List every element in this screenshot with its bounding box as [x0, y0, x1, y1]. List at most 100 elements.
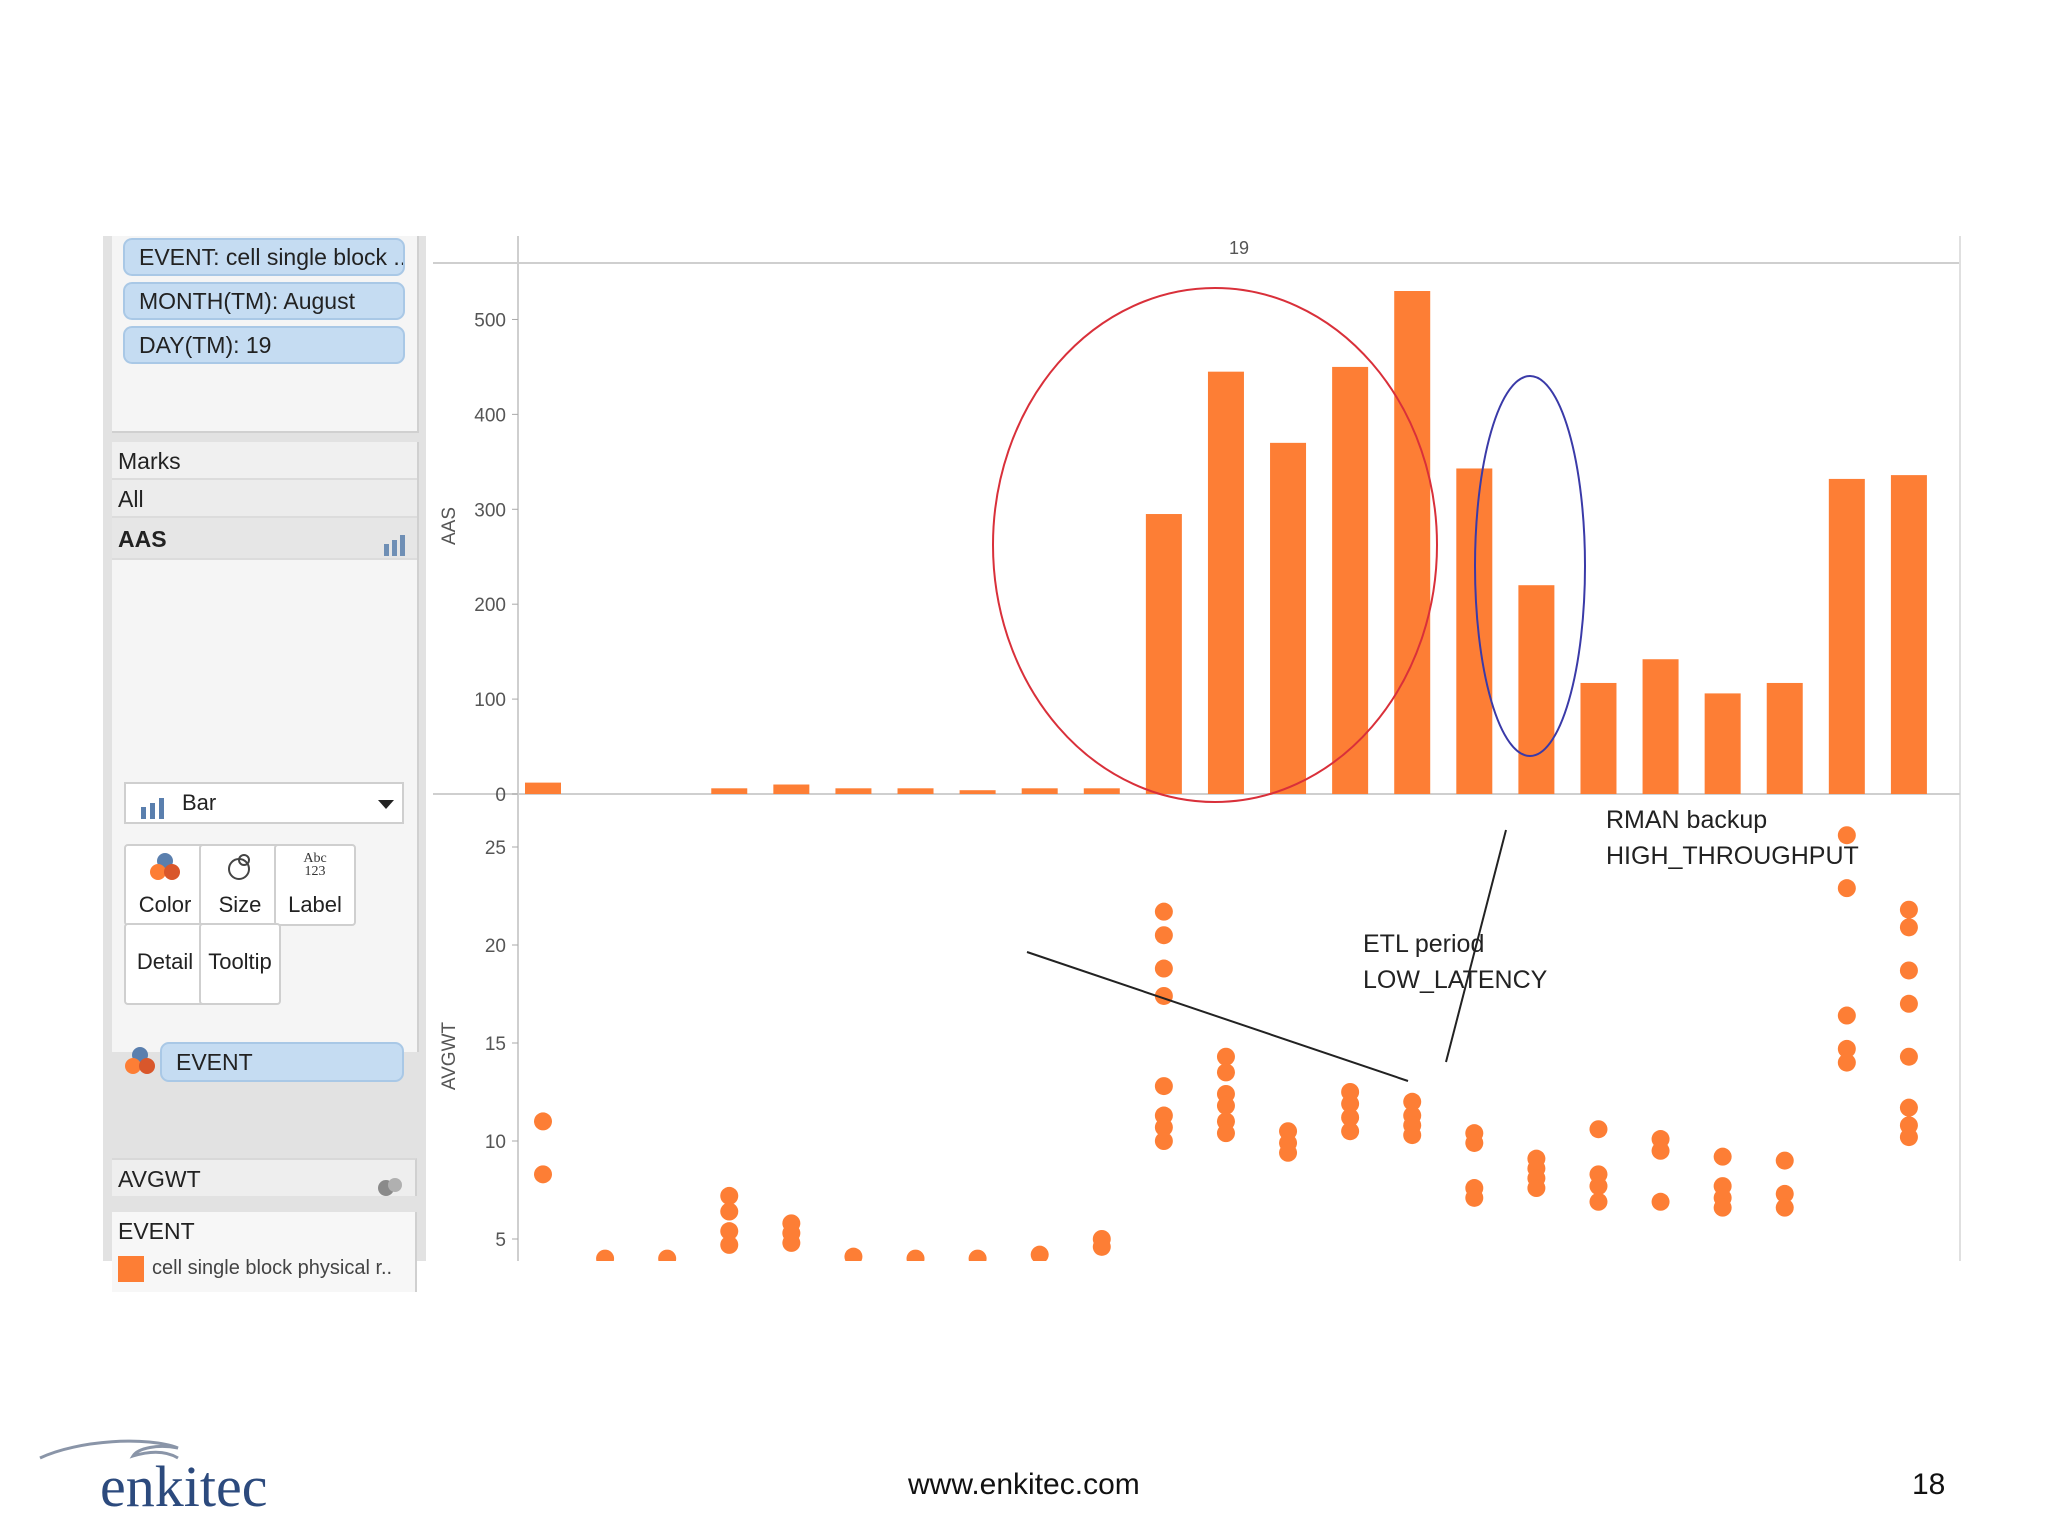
- avgwt-point[interactable]: [1154, 902, 1173, 921]
- avgwt-point[interactable]: [534, 1165, 552, 1184]
- avgwt-point[interactable]: [534, 1112, 552, 1131]
- avgwt-point[interactable]: [1527, 1179, 1546, 1198]
- detail-button[interactable]: Detail: [124, 923, 206, 1005]
- aas-bar[interactable]: [1456, 468, 1493, 794]
- avgwt-point[interactable]: [1899, 1128, 1918, 1147]
- avgwt-point[interactable]: [1837, 1039, 1856, 1058]
- aas-bar[interactable]: [1021, 788, 1058, 794]
- avgwt-point[interactable]: [1651, 1192, 1670, 1211]
- marks-avgwt-tab[interactable]: AVGWT: [112, 1158, 417, 1196]
- aas-axis-title: AAS: [439, 507, 460, 545]
- avgwt-point[interactable]: [1713, 1198, 1732, 1217]
- mark-type-select[interactable]: Bar: [124, 782, 404, 824]
- avgwt-point[interactable]: [1589, 1192, 1608, 1211]
- avgwt-point[interactable]: [1092, 1237, 1111, 1256]
- avgwt-point[interactable]: [1651, 1141, 1670, 1160]
- avgwt-point[interactable]: [1899, 1098, 1918, 1117]
- avgwt-point[interactable]: [1775, 1184, 1794, 1203]
- marks-all-tab[interactable]: All: [112, 480, 417, 518]
- avgwt-point[interactable]: [1899, 1047, 1918, 1066]
- avgwt-point[interactable]: [720, 1222, 739, 1241]
- avgwt-point[interactable]: [720, 1186, 739, 1205]
- avgwt-point[interactable]: [596, 1249, 615, 1261]
- avgwt-point[interactable]: [1279, 1143, 1298, 1162]
- filter-pill-month[interactable]: MONTH(TM): August: [123, 282, 405, 320]
- aas-bar[interactable]: [835, 788, 872, 794]
- avgwt-point[interactable]: [1837, 1053, 1856, 1072]
- avgwt-point[interactable]: [1837, 826, 1856, 845]
- aas-bar[interactable]: [1270, 442, 1307, 794]
- aas-bar[interactable]: [1083, 788, 1120, 794]
- aas-bar[interactable]: [1890, 475, 1927, 794]
- aas-bar[interactable]: [897, 788, 934, 794]
- avgwt-point[interactable]: [1589, 1177, 1608, 1196]
- avgwt-point[interactable]: [1713, 1147, 1732, 1166]
- avgwt-point[interactable]: [1216, 1047, 1235, 1066]
- avgwt-point[interactable]: [1837, 879, 1856, 898]
- color-button[interactable]: Color: [124, 844, 206, 926]
- avgwt-point[interactable]: [1154, 1132, 1173, 1150]
- avgwt-tick-label: 5: [495, 1230, 506, 1251]
- avgwt-point[interactable]: [968, 1249, 987, 1261]
- label-button-label: Label: [288, 892, 342, 917]
- marks-aas-tab[interactable]: AAS: [112, 518, 417, 560]
- avgwt-point[interactable]: [1899, 994, 1918, 1013]
- avgwt-point[interactable]: [1341, 1122, 1360, 1141]
- avgwt-point[interactable]: [1589, 1120, 1608, 1139]
- avgwt-point[interactable]: [1341, 1094, 1360, 1113]
- bar-chart-icon: [383, 527, 407, 569]
- aas-bar[interactable]: [773, 784, 810, 794]
- aas-bar[interactable]: [1580, 682, 1617, 794]
- aas-tick-label: 400: [474, 405, 506, 426]
- avgwt-point[interactable]: [720, 1202, 739, 1221]
- circle-mark-icon: [375, 1170, 405, 1208]
- avgwt-point[interactable]: [782, 1233, 801, 1252]
- avgwt-point[interactable]: [1899, 900, 1918, 919]
- num-icon-text: 123: [304, 864, 326, 879]
- aas-bar[interactable]: [1828, 478, 1865, 794]
- aas-bar[interactable]: [1207, 371, 1244, 794]
- avgwt-point[interactable]: [1154, 1077, 1173, 1096]
- aas-bar[interactable]: [525, 782, 561, 794]
- avgwt-point[interactable]: [1899, 918, 1918, 937]
- label-button[interactable]: Abc 123 Label: [274, 844, 356, 926]
- tooltip-button[interactable]: Tooltip: [199, 923, 281, 1005]
- avgwt-point[interactable]: [1216, 1124, 1235, 1143]
- avgwt-point[interactable]: [1403, 1126, 1422, 1145]
- aas-bar[interactable]: [1704, 693, 1741, 794]
- filter-pill-day[interactable]: DAY(TM): 19: [123, 326, 405, 364]
- avgwt-point[interactable]: [1465, 1188, 1484, 1207]
- avgwt-point[interactable]: [1154, 959, 1173, 978]
- aas-bar[interactable]: [1766, 682, 1803, 794]
- aas-bar[interactable]: [1145, 514, 1182, 794]
- aas-bar[interactable]: [711, 788, 748, 794]
- color-field-pill[interactable]: EVENT: [160, 1042, 404, 1082]
- avgwt-point[interactable]: [658, 1249, 677, 1261]
- avgwt-point[interactable]: [1216, 1096, 1235, 1115]
- filter-pill-event[interactable]: EVENT: cell single block ..: [123, 238, 405, 276]
- avgwt-point[interactable]: [1154, 1118, 1173, 1137]
- legend-swatch[interactable]: [118, 1256, 144, 1282]
- avgwt-tick-label: 25: [485, 838, 506, 859]
- aas-bar[interactable]: [1394, 291, 1431, 794]
- avgwt-point[interactable]: [1030, 1245, 1049, 1261]
- aas-bar[interactable]: [1332, 366, 1369, 794]
- size-button[interactable]: Size: [199, 844, 281, 926]
- avgwt-point[interactable]: [1154, 926, 1173, 945]
- avgwt-point[interactable]: [1899, 961, 1918, 980]
- aas-bar[interactable]: [1642, 659, 1679, 794]
- avgwt-point[interactable]: [1465, 1133, 1484, 1152]
- avgwt-point[interactable]: [844, 1247, 863, 1261]
- avgwt-point[interactable]: [906, 1249, 925, 1261]
- avgwt-point[interactable]: [1216, 1063, 1235, 1082]
- avgwt-point[interactable]: [1775, 1198, 1794, 1217]
- avgwt-point[interactable]: [720, 1235, 739, 1254]
- avgwt-point[interactable]: [1837, 1006, 1856, 1025]
- footer-url[interactable]: www.enkitec.com: [908, 1468, 1140, 1501]
- aas-bar[interactable]: [1518, 585, 1555, 794]
- avgwt-point[interactable]: [1775, 1151, 1794, 1170]
- aas-bar[interactable]: [959, 790, 996, 794]
- legend-item-label[interactable]: cell single block physical r..: [152, 1257, 393, 1279]
- avgwt-point[interactable]: [1403, 1092, 1422, 1111]
- avgwt-point[interactable]: [1341, 1108, 1360, 1127]
